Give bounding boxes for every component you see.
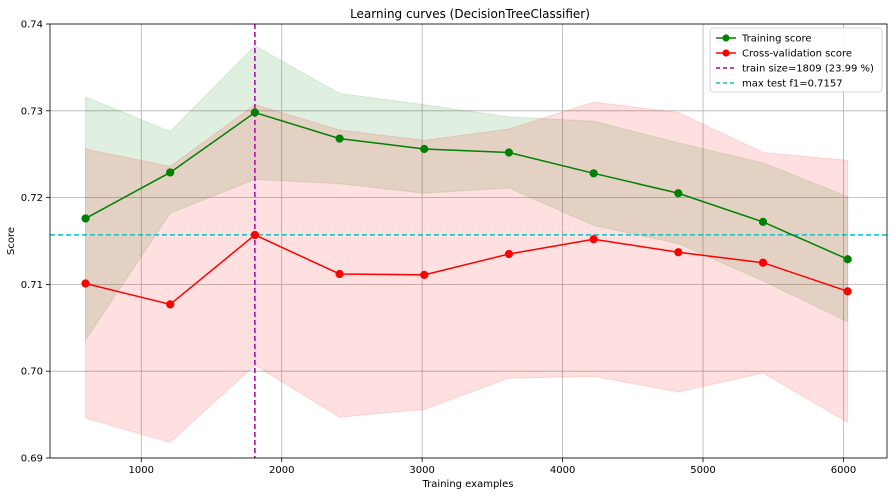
data-point-training bbox=[504, 148, 514, 157]
legend: Training score Cross-validation score trai… bbox=[709, 27, 883, 93]
data-point-training bbox=[335, 134, 344, 143]
x-axis-label: Training examples bbox=[422, 479, 514, 490]
data-point-cross-validation bbox=[843, 287, 852, 296]
data-point-cross-validation bbox=[674, 248, 683, 257]
data-point-cross-validation bbox=[504, 249, 514, 259]
chart-title: Learning curves (DecisionTreeClassifier) bbox=[350, 7, 590, 21]
data-point-cross-validation bbox=[166, 300, 175, 309]
series-lines bbox=[81, 108, 852, 309]
data-point-cross-validation bbox=[250, 230, 259, 240]
data-point-training bbox=[674, 189, 683, 198]
y-axis-label: Score bbox=[6, 227, 17, 255]
x-tick-label: 1000 bbox=[129, 465, 154, 476]
data-point-cross-validation bbox=[420, 270, 429, 279]
confidence-bands bbox=[85, 45, 849, 443]
x-tick-label: 2000 bbox=[269, 465, 294, 476]
data-point-training bbox=[250, 108, 259, 117]
data-point-cross-validation bbox=[335, 269, 344, 279]
legend-box bbox=[709, 27, 883, 93]
data-point-training bbox=[843, 255, 852, 264]
legend-label-train-size: train size=1809 (23.99 %) bbox=[742, 64, 874, 75]
reference-lines bbox=[50, 24, 887, 458]
x-tick-label: 6000 bbox=[831, 465, 856, 476]
data-point-training bbox=[589, 169, 598, 178]
legend-marker-cross-validation bbox=[722, 49, 730, 57]
y-tick-label: 0.71 bbox=[21, 280, 43, 291]
legend-label-cross-validation: Cross-validation score bbox=[742, 49, 852, 60]
legend-marker-training bbox=[722, 34, 730, 42]
data-point-training bbox=[420, 144, 429, 154]
data-point-training bbox=[166, 168, 175, 177]
data-point-training bbox=[81, 214, 90, 223]
series-line-training bbox=[85, 111, 848, 260]
y-tick-label: 0.73 bbox=[21, 106, 43, 117]
data-point-cross-validation bbox=[758, 258, 768, 267]
series-line-cross-validation bbox=[85, 234, 848, 306]
data-point-training bbox=[758, 217, 768, 227]
y-tick-label: 0.69 bbox=[21, 454, 43, 465]
confidence-band-cross-validation bbox=[85, 101, 849, 443]
legend-label-max-test: max test f1=0.7157 bbox=[742, 79, 843, 90]
data-point-cross-validation bbox=[589, 235, 598, 244]
data-point-cross-validation bbox=[81, 279, 90, 288]
x-tick-label: 3000 bbox=[409, 465, 434, 476]
plot-frame bbox=[49, 23, 888, 459]
x-tick-label: 4000 bbox=[550, 465, 575, 476]
y-tick-label: 0.70 bbox=[21, 367, 43, 378]
y-tick-label: 0.72 bbox=[21, 193, 43, 204]
axes: 1000 2000 3000 4000 5000 6000 0.69 0.70 0.71 0.72… bbox=[21, 20, 888, 476]
y-tick-label: 0.74 bbox=[21, 20, 43, 31]
x-tick-label: 5000 bbox=[690, 465, 715, 476]
legend-label-training: Training score bbox=[741, 34, 812, 45]
